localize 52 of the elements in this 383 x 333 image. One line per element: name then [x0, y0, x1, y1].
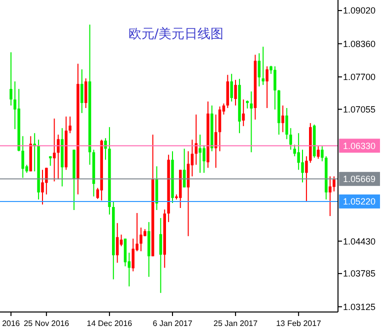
candlestick [285, 108, 288, 140]
candlestick [52, 118, 56, 182]
x-tick-label: 2016 [2, 319, 20, 328]
x-tick-label: 25 Jan 2017 [214, 319, 258, 328]
candlestick [262, 46, 264, 86]
y-tick-label: 1.08360 [343, 38, 376, 49]
candlestick [80, 68, 84, 114]
candlestick [258, 52, 261, 87]
candlestick [116, 222, 119, 264]
ref-line-label: 1.05220 [343, 196, 376, 207]
candlestick [132, 238, 134, 272]
candlestick [266, 66, 268, 109]
candlestick [21, 136, 24, 178]
candlestick [305, 156, 308, 202]
candlestick [10, 52, 12, 106]
candlestick [202, 144, 206, 174]
candlestick [328, 176, 332, 217]
candlestick [301, 149, 304, 183]
candlestick [250, 90, 253, 153]
candlestick [159, 218, 162, 294]
candlestick [332, 176, 336, 192]
y-tick-label: 1.04430 [343, 236, 376, 246]
candlestick [230, 73, 233, 102]
candlestick [316, 146, 320, 160]
candlestick [45, 167, 48, 195]
candlestick [289, 128, 292, 150]
candlestick [124, 238, 127, 267]
candlestick [41, 169, 44, 205]
x-tick-label: 13 Feb 2017 [276, 319, 322, 328]
candlestick [320, 146, 324, 162]
candlestick [281, 105, 284, 133]
y-tick-label: 1.07700 [343, 72, 376, 82]
ref-line-label: 1.06330 [343, 140, 376, 151]
x-tick-label: 25 Nov 2016 [24, 319, 70, 328]
x-tick-label: 14 Dec 2016 [86, 319, 133, 328]
candlestick [274, 66, 276, 110]
candlestick [68, 116, 72, 134]
y-tick-label: 1.03785 [343, 268, 376, 279]
y-tick-label: 1.03125 [343, 302, 376, 312]
candlestick [104, 138, 107, 160]
candlestick [84, 78, 88, 109]
ref-line-label: 1.05669 [343, 174, 376, 184]
y-tick-label: 1.07055 [343, 104, 376, 114]
candlestick [297, 132, 300, 170]
text: 欧元/美元日线图 [128, 26, 224, 42]
y-tick-label: 1.09020 [343, 6, 376, 16]
candlestick [242, 98, 245, 127]
candlestick [198, 134, 202, 174]
candlestick [234, 79, 237, 106]
candlestick [218, 106, 222, 152]
candlestick [140, 227, 142, 252]
x-tick-label: 6 Jan 2017 [152, 319, 193, 328]
